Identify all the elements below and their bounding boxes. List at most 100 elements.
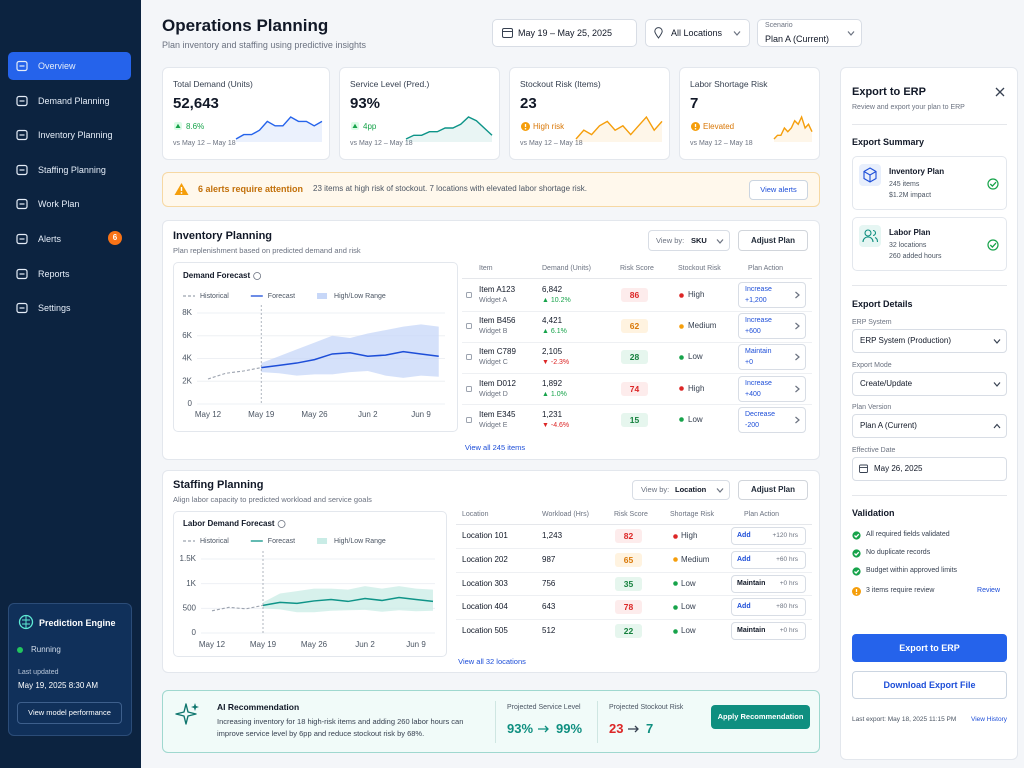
adjust-plan-button[interactable] bbox=[738, 230, 808, 251]
row-checkbox[interactable] bbox=[466, 416, 472, 423]
row-checkbox[interactable] bbox=[466, 354, 472, 361]
plan-action[interactable]: Maintain bbox=[745, 348, 772, 356]
nav-item[interactable]: Alerts bbox=[38, 234, 62, 244]
delta-arrow bbox=[175, 123, 181, 128]
nav-item-active[interactable] bbox=[8, 52, 131, 80]
y-tick-label: 2K bbox=[182, 376, 192, 385]
field-value[interactable]: Create/Update bbox=[860, 379, 913, 388]
row-checkbox[interactable] bbox=[466, 323, 472, 330]
field-value[interactable]: May 26, 2025 bbox=[874, 464, 923, 473]
scenario[interactable]: Plan A (Current) bbox=[765, 34, 830, 44]
alert-button-label[interactable]: View alerts bbox=[760, 185, 797, 194]
review-link[interactable]: Review bbox=[977, 587, 1000, 594]
view-all-link[interactable]: View all 245 items bbox=[464, 443, 526, 452]
row-checkbox[interactable] bbox=[466, 292, 472, 298]
nav-item[interactable]: Staffing Planning bbox=[38, 164, 106, 175]
column-header: Item bbox=[479, 265, 493, 272]
plan-action[interactable]: Increase bbox=[745, 286, 772, 293]
plan-action-cell[interactable] bbox=[731, 527, 806, 545]
sparkline-area bbox=[236, 117, 322, 142]
plan-action[interactable]: Increase bbox=[745, 317, 772, 325]
plan-amount[interactable]: +600 bbox=[745, 328, 761, 336]
nav-icon bbox=[16, 268, 28, 279]
plan-action-cell[interactable] bbox=[738, 406, 806, 433]
nav-item[interactable]: Settings bbox=[38, 303, 71, 314]
download-button-label[interactable]: Download Export File bbox=[883, 680, 976, 690]
scenario-select[interactable] bbox=[757, 19, 862, 47]
location[interactable]: All Locations bbox=[671, 28, 723, 38]
adjust-plan-button[interactable] bbox=[738, 480, 808, 500]
calendar-icon bbox=[502, 28, 513, 38]
apply-recommendation-button[interactable] bbox=[711, 705, 810, 729]
plan-amount[interactable]: -200 bbox=[745, 421, 760, 429]
adjust-plan-button-label[interactable]: Adjust Plan bbox=[750, 485, 796, 494]
view-by-select[interactable] bbox=[648, 230, 730, 251]
check-circle bbox=[987, 178, 999, 190]
field-value[interactable]: ERP System (Production) bbox=[860, 336, 951, 345]
export-button-label[interactable]: Export to ERP bbox=[899, 643, 960, 653]
nav-item[interactable]: Work Plan bbox=[38, 199, 80, 210]
demand-change: ▲ 10.2% bbox=[542, 297, 571, 304]
plan-action-cell[interactable] bbox=[731, 622, 806, 641]
view-by-value[interactable]: Location bbox=[675, 485, 707, 494]
plan-action[interactable]: Add bbox=[737, 532, 751, 539]
apply-recommendation-button-label[interactable]: Apply Recommendation bbox=[717, 712, 804, 721]
alert-button[interactable] bbox=[749, 180, 808, 200]
plan-action[interactable]: Increase bbox=[745, 379, 772, 387]
engine-button[interactable] bbox=[17, 702, 122, 724]
last-export: Last export: May 18, 2025 11:15 PM bbox=[852, 716, 957, 723]
download-button[interactable] bbox=[852, 671, 1007, 699]
plan-action-cell[interactable] bbox=[738, 375, 806, 402]
nav-item[interactable]: Inventory Planning bbox=[38, 130, 113, 141]
row-checkbox[interactable] bbox=[466, 385, 472, 392]
risk-label: Low bbox=[688, 414, 703, 424]
view-by-value[interactable]: SKU bbox=[691, 235, 707, 245]
history-link[interactable]: View History bbox=[970, 716, 1007, 723]
date-range[interactable]: May 19 – May 25, 2025 bbox=[518, 28, 613, 38]
close-button[interactable] bbox=[995, 87, 1005, 97]
location-name: Location 101 bbox=[462, 531, 508, 540]
plan-action[interactable]: Decrease bbox=[745, 410, 775, 418]
field-input[interactable] bbox=[852, 372, 1007, 396]
column-header: Risk Score bbox=[620, 265, 654, 272]
plan-action-cell[interactable] bbox=[731, 550, 806, 569]
plan-action-cell[interactable] bbox=[738, 282, 806, 308]
field-input[interactable] bbox=[852, 457, 1007, 481]
plan-amount[interactable]: +400 bbox=[745, 390, 761, 398]
chevron-icon bbox=[795, 322, 800, 330]
plan-action-cell[interactable] bbox=[731, 598, 806, 617]
engine-button-label[interactable]: View model performance bbox=[28, 708, 111, 717]
risk-score-pill bbox=[615, 529, 642, 543]
view-all-link[interactable]: View all 32 locations bbox=[458, 657, 526, 666]
nav-item[interactable]: Overview bbox=[38, 61, 76, 71]
plan-amount[interactable]: +1,200 bbox=[745, 297, 767, 304]
plan-action-cell[interactable] bbox=[731, 574, 806, 593]
field-value[interactable]: Plan A (Current) bbox=[860, 421, 917, 430]
page-subtitle: Plan inventory and staffing using predic… bbox=[162, 40, 366, 50]
kpi-value: 23 bbox=[520, 95, 537, 112]
plan-action-cell[interactable] bbox=[738, 344, 806, 371]
plan-action-cell[interactable] bbox=[738, 313, 806, 340]
nav-icon-shape bbox=[16, 268, 28, 279]
location-select[interactable] bbox=[645, 19, 750, 47]
kpi-value: 7 bbox=[690, 95, 699, 112]
plan-action[interactable]: Add bbox=[737, 603, 751, 611]
nav-item[interactable]: Reports bbox=[38, 268, 70, 279]
row-divider bbox=[462, 341, 812, 343]
date-picker[interactable] bbox=[492, 19, 637, 47]
nav-icon-shape bbox=[16, 95, 28, 106]
plan-amount[interactable]: +0 bbox=[745, 359, 753, 367]
adjust-plan-button-label[interactable]: Adjust Plan bbox=[750, 235, 796, 245]
risk-score-pill bbox=[615, 552, 642, 567]
nav-item[interactable]: Demand Planning bbox=[38, 95, 110, 106]
plan-action[interactable]: Maintain bbox=[737, 579, 766, 587]
sparkline-chart bbox=[575, 115, 663, 142]
export-button[interactable] bbox=[852, 634, 1007, 662]
view-by-select[interactable] bbox=[632, 480, 730, 500]
plan-action[interactable]: Add bbox=[737, 555, 751, 563]
field-input[interactable] bbox=[852, 329, 1007, 353]
plan-action[interactable]: Maintain bbox=[737, 627, 766, 635]
page-title: Operations Planning bbox=[162, 16, 329, 35]
kpi-card bbox=[509, 67, 670, 160]
field-input[interactable] bbox=[852, 414, 1007, 438]
